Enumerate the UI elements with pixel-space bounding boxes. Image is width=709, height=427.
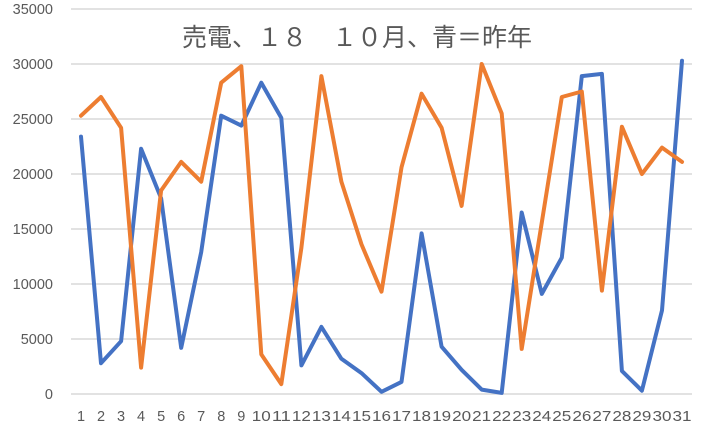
- y-tick-label: 35000: [13, 2, 53, 18]
- x-tick-label: 31: [673, 409, 692, 425]
- x-tick-label: 14: [332, 409, 351, 425]
- x-tick-label: 2: [97, 409, 105, 425]
- x-tick-label: 1: [77, 409, 85, 425]
- x-tick-label: 13: [312, 409, 331, 425]
- series-line-今年: [79, 62, 684, 387]
- x-tick-label: 29: [632, 409, 651, 425]
- y-tick-label: 5000: [21, 332, 53, 348]
- x-tick-label: 4: [137, 409, 145, 425]
- x-tick-label: 24: [532, 409, 551, 425]
- x-tick-label: 10: [252, 409, 271, 425]
- x-tick-label: 7: [197, 409, 205, 425]
- x-tick-label: 6: [177, 409, 185, 425]
- x-tick-label: 15: [352, 409, 371, 425]
- x-tick-label: 12: [292, 409, 311, 425]
- x-tick-label: 19: [432, 409, 451, 425]
- y-axis-labels: 0 5000 10000 15000 20000 25000 30000 35000: [13, 2, 53, 403]
- x-tick-label: 23: [512, 409, 531, 425]
- chart-title: 売電、１８ １０月、青＝昨年: [182, 23, 532, 52]
- x-tick-label: 18: [412, 409, 431, 425]
- x-axis-labels: 1 2 3 4 5 6 7 8 9 10 11 12 13 14 15 16 17 18 19 20 21 22 23 24 2…: [77, 409, 692, 425]
- x-tick-label: 21: [472, 409, 491, 425]
- y-tick-label: 25000: [13, 112, 53, 128]
- x-tick-label: 27: [592, 409, 611, 425]
- y-tick-label: 0: [45, 387, 53, 403]
- x-tick-label: 16: [372, 409, 391, 425]
- x-tick-label: 26: [572, 409, 591, 425]
- x-tick-label: 11: [272, 409, 291, 425]
- x-tick-label: 3: [117, 409, 125, 425]
- series-line-昨年: [79, 58, 684, 395]
- y-tick-label: 20000: [13, 167, 53, 183]
- x-tick-label: 17: [392, 409, 411, 425]
- y-tick-label: 30000: [13, 57, 53, 73]
- gridlines: [71, 8, 692, 395]
- x-tick-label: 30: [652, 409, 671, 425]
- x-tick-label: 28: [612, 409, 631, 425]
- y-tick-label: 15000: [13, 222, 53, 238]
- x-tick-label: 25: [552, 409, 571, 425]
- x-tick-label: 9: [237, 409, 245, 425]
- x-tick-label: 22: [492, 409, 511, 425]
- x-tick-label: 20: [452, 409, 471, 425]
- series-lines: [79, 58, 684, 395]
- y-tick-label: 10000: [13, 277, 53, 293]
- x-tick-label: 5: [157, 409, 165, 425]
- x-tick-label: 8: [217, 409, 225, 425]
